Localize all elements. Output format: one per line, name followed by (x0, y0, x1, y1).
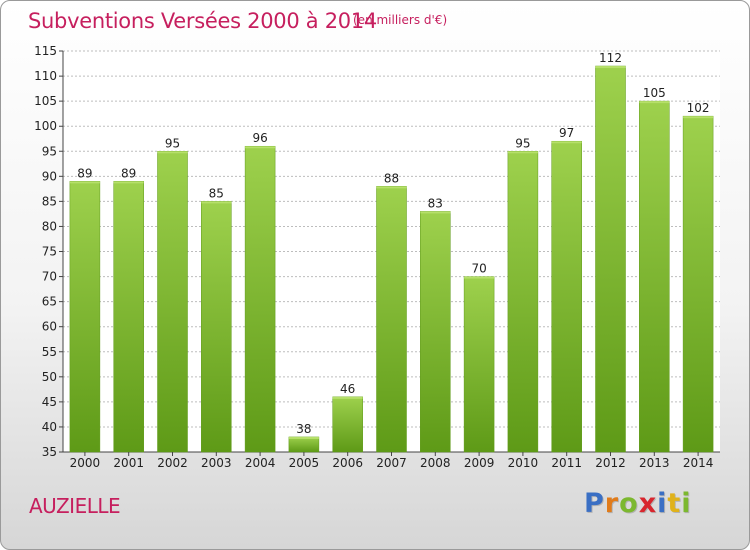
data-label: 102 (687, 101, 710, 115)
x-tick-label: 2014 (683, 456, 714, 470)
data-label: 97 (559, 126, 574, 140)
data-label: 95 (515, 136, 530, 150)
x-tick-label: 2013 (639, 456, 670, 470)
data-label: 96 (252, 131, 267, 145)
bar-highlight (377, 186, 407, 188)
bar (552, 141, 582, 452)
bar (289, 437, 319, 452)
y-tick-label: 65 (42, 295, 57, 309)
bar-highlight (639, 101, 669, 103)
bar-highlight (508, 151, 538, 153)
bar (158, 151, 188, 452)
logo-letter: r (605, 488, 619, 519)
data-label: 112 (599, 51, 622, 65)
x-tick-label: 2000 (70, 456, 101, 470)
x-tick-label: 2001 (113, 456, 144, 470)
logo-letter: P (584, 488, 605, 519)
bar-highlight (552, 141, 582, 143)
y-tick-label: 35 (42, 445, 57, 459)
y-tick-label: 80 (42, 219, 57, 233)
y-tick-label: 45 (42, 395, 57, 409)
x-tick-label: 2005 (289, 456, 320, 470)
bar (508, 151, 538, 452)
y-tick-label: 75 (42, 245, 57, 259)
logo-letter: x (639, 488, 657, 519)
bar (70, 181, 100, 452)
x-tick-label: 2010 (508, 456, 539, 470)
bar-highlight (201, 201, 231, 203)
bar (464, 277, 494, 452)
bar (377, 186, 407, 452)
x-tick-label: 2006 (332, 456, 363, 470)
bar-highlight (683, 116, 713, 118)
x-tick-label: 2007 (376, 456, 407, 470)
bar-highlight (289, 437, 319, 439)
logo-letter: t (667, 488, 681, 519)
x-tick-label: 2002 (157, 456, 188, 470)
bar-highlight (158, 151, 188, 153)
bar-highlight (114, 181, 144, 183)
y-tick-label: 85 (42, 194, 57, 208)
bar (201, 201, 231, 452)
y-tick-label: 55 (42, 345, 57, 359)
y-tick-label: 40 (42, 420, 57, 434)
data-label: 95 (165, 136, 180, 150)
bar (333, 397, 363, 452)
logo-letter: o (619, 488, 639, 519)
bar-highlight (464, 277, 494, 279)
data-label: 46 (340, 382, 355, 396)
bar-highlight (596, 66, 626, 68)
bar (114, 181, 144, 452)
x-tick-label: 2009 (464, 456, 495, 470)
bar-highlight (420, 211, 450, 213)
data-label: 85 (209, 186, 224, 200)
data-label: 83 (428, 196, 443, 210)
x-tick-label: 2003 (201, 456, 232, 470)
bar-highlight (333, 397, 363, 399)
bar (420, 211, 450, 452)
x-tick-label: 2012 (595, 456, 626, 470)
data-label: 105 (643, 86, 666, 100)
data-label: 70 (471, 262, 486, 276)
y-tick-label: 110 (34, 69, 57, 83)
y-tick-label: 90 (42, 169, 57, 183)
data-label: 88 (384, 171, 399, 185)
y-tick-label: 60 (42, 320, 57, 334)
data-label: 38 (296, 422, 311, 436)
proxiti-logo: Proxiti (584, 488, 692, 519)
y-tick-label: 50 (42, 370, 57, 384)
x-tick-label: 2008 (420, 456, 451, 470)
y-tick-label: 70 (42, 270, 57, 284)
x-tick-label: 2004 (245, 456, 276, 470)
place-name: AUZIELLE (29, 494, 120, 518)
y-tick-label: 100 (34, 119, 57, 133)
y-tick-label: 95 (42, 144, 57, 158)
data-label: 89 (121, 166, 136, 180)
logo-letter: i (681, 488, 691, 519)
y-tick-label: 105 (34, 94, 57, 108)
bar-highlight (70, 181, 100, 183)
bar (596, 66, 626, 452)
bar-highlight (245, 146, 275, 148)
bar (683, 116, 713, 452)
x-tick-label: 2011 (551, 456, 582, 470)
y-tick-label: 115 (34, 44, 57, 58)
bar (639, 101, 669, 452)
bar (245, 146, 275, 452)
data-label: 89 (77, 166, 92, 180)
logo-letter: i (657, 488, 667, 519)
